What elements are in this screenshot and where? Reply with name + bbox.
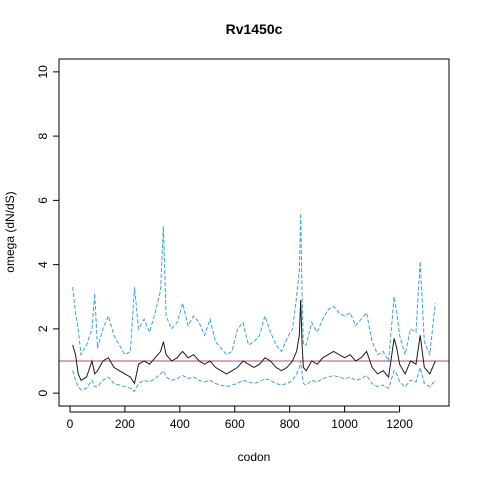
plot-frame <box>58 58 450 407</box>
chart-title: Rv1450c <box>226 21 283 37</box>
ci-lower-series-line <box>72 360 436 393</box>
y-tick-label: 10 <box>36 65 50 79</box>
y-tick-label: 8 <box>36 132 50 139</box>
y-tick-label: 6 <box>36 197 50 204</box>
ci-upper-series-line <box>72 213 436 363</box>
y-tick-label: 0 <box>36 389 50 396</box>
omega-series-line <box>72 299 436 385</box>
x-tick-label: 1000 <box>331 417 358 431</box>
x-tick-label: 800 <box>280 417 300 431</box>
plot-area <box>59 213 449 393</box>
x-axis-label: codon <box>238 450 271 464</box>
y-tick-label: 4 <box>36 261 50 268</box>
x-tick-label: 400 <box>170 417 190 431</box>
y-tick-label: 2 <box>36 325 50 332</box>
y-axis: 0 2 4 6 8 10 <box>36 65 59 396</box>
x-tick-label: 200 <box>115 417 135 431</box>
x-tick-label: 600 <box>225 417 245 431</box>
x-tick-label: 0 <box>67 417 74 431</box>
y-axis-label: omega (dN/dS) <box>3 191 17 272</box>
x-tick-label: 1200 <box>386 417 413 431</box>
x-axis: 0 200 400 600 800 1000 1200 <box>67 406 413 431</box>
